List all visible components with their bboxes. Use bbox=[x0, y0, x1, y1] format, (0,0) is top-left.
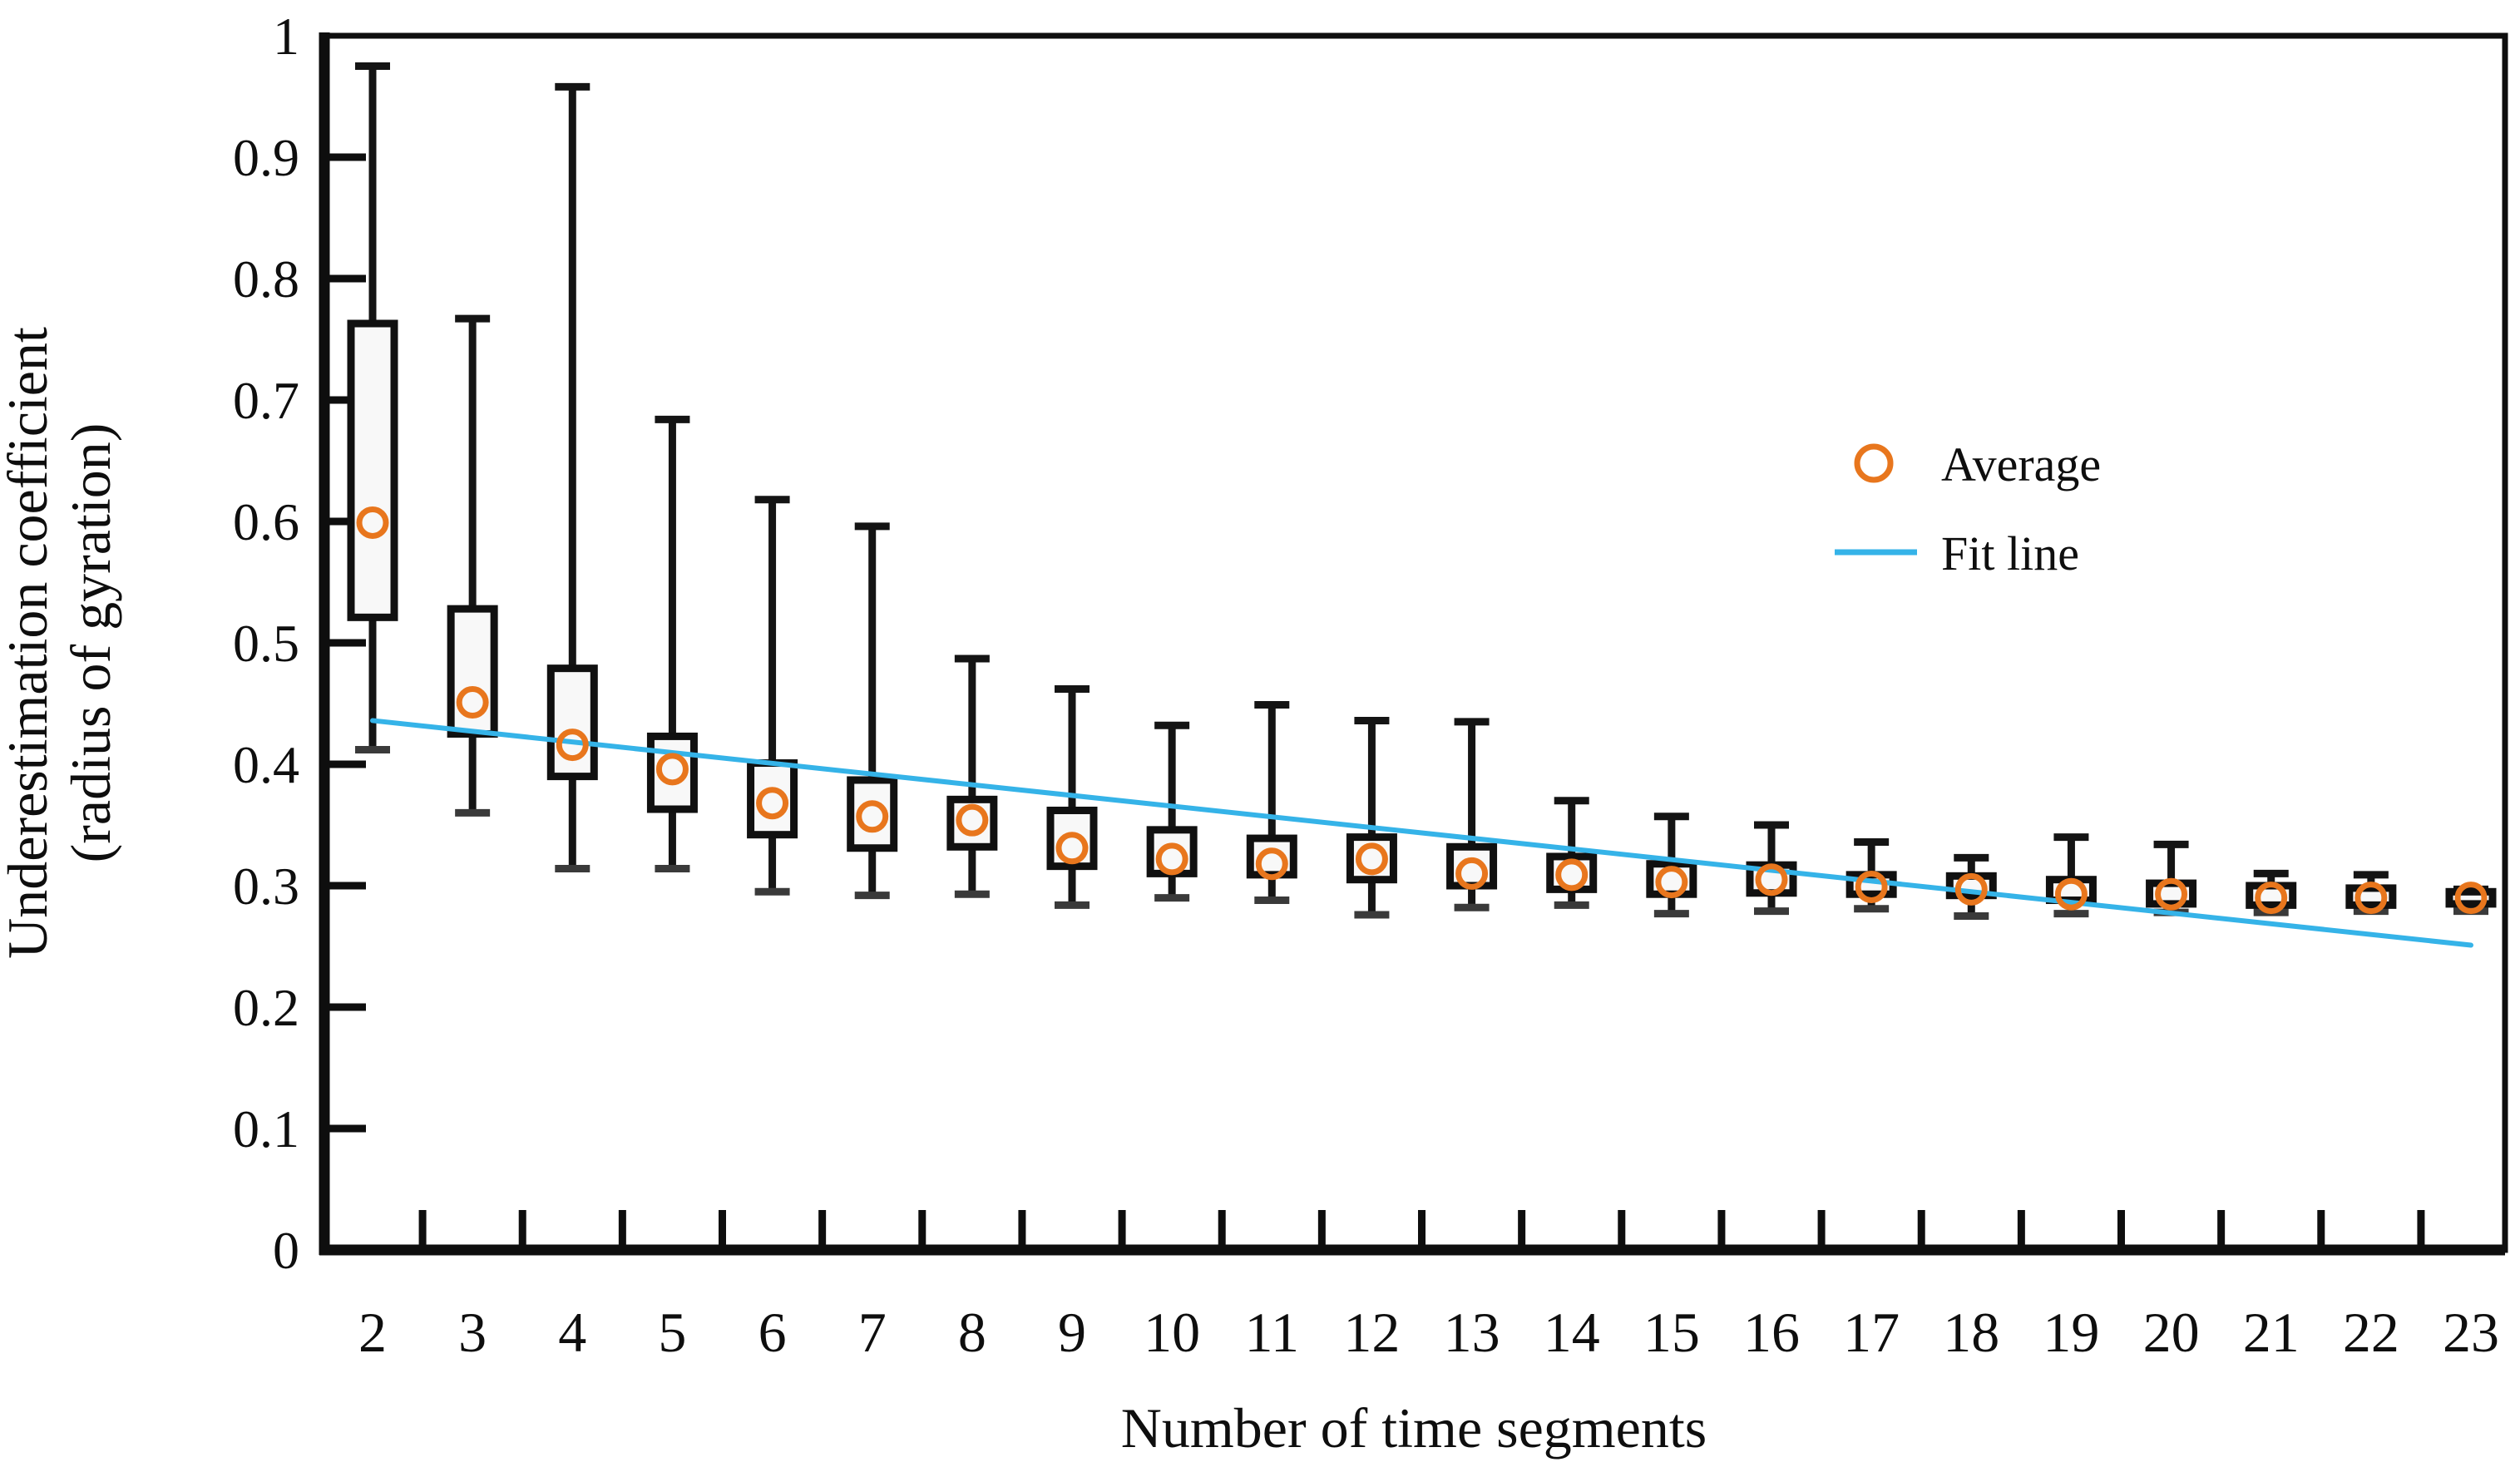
average-marker-seg-3 bbox=[456, 686, 489, 719]
average-marker-seg-2 bbox=[356, 506, 389, 539]
iqr-box-seg-9 bbox=[1046, 806, 1098, 871]
y-tick-label-0.8: 0.8 bbox=[233, 249, 299, 309]
x-axis-tick-labels: 2 3 4 5 6 7 8 9 10 11 12 13 14 15 16 17 18 19 20 21 22 23 bbox=[358, 1301, 2499, 1364]
average-marker-seg-9 bbox=[1055, 832, 1089, 865]
box-plot-seg-13 bbox=[1446, 718, 1498, 911]
average-marker-seg-17 bbox=[1855, 870, 1888, 903]
x-tick-label-2: 2 bbox=[358, 1301, 387, 1364]
iqr-box-seg-2 bbox=[347, 319, 398, 621]
x-tick-label-22: 22 bbox=[2343, 1301, 2399, 1364]
average-marker-seg-14 bbox=[1555, 858, 1589, 892]
average-marker-seg-13 bbox=[1455, 857, 1489, 890]
average-marker-seg-18 bbox=[1954, 872, 1988, 906]
x-tick-label-3: 3 bbox=[458, 1301, 487, 1364]
plot-border bbox=[321, 32, 2508, 1253]
x-tick-label-8: 8 bbox=[958, 1301, 986, 1364]
x-tick-label-14: 14 bbox=[1544, 1301, 1600, 1364]
average-marker-seg-8 bbox=[956, 803, 989, 837]
box-plot-seg-8 bbox=[946, 654, 998, 898]
x-tick-label-5: 5 bbox=[658, 1301, 686, 1364]
average-legend-circle-icon bbox=[1854, 443, 1894, 483]
plot-frame bbox=[319, 32, 2508, 1256]
average-marker-seg-12 bbox=[1355, 842, 1388, 876]
x-tick-label-10: 10 bbox=[1144, 1301, 1200, 1364]
y-tick-label-0.1: 0.1 bbox=[233, 1099, 299, 1158]
iqr-box-seg-10 bbox=[1146, 826, 1198, 877]
y-tick-label-0.7: 0.7 bbox=[233, 371, 299, 430]
y-tick-label-0.2: 0.2 bbox=[233, 978, 299, 1037]
box-plot-seg-5 bbox=[646, 415, 698, 873]
box-plot-seg-6 bbox=[747, 496, 798, 896]
box-plot-seg-7 bbox=[847, 522, 898, 900]
x-tick-label-11: 11 bbox=[1245, 1301, 1299, 1364]
box-plot-seg-11 bbox=[1246, 700, 1297, 905]
x-tick-label-17: 17 bbox=[1843, 1301, 1900, 1364]
y-tick-label-0.9: 0.9 bbox=[233, 128, 299, 187]
x-tick-label-20: 20 bbox=[2143, 1301, 2200, 1364]
y-axis-ticks bbox=[324, 153, 366, 1133]
boxplot-series bbox=[347, 62, 2497, 920]
x-tick-label-18: 18 bbox=[1943, 1301, 1999, 1364]
average-marker-seg-19 bbox=[2054, 877, 2088, 911]
box-plot-seg-3 bbox=[447, 314, 498, 817]
x-tick-label-23: 23 bbox=[2443, 1301, 2499, 1364]
y-tick-label-0: 0 bbox=[273, 1221, 299, 1280]
box-plot-seg-12 bbox=[1346, 716, 1397, 919]
average-marker-seg-4 bbox=[556, 729, 589, 762]
average-marker-seg-20 bbox=[2155, 877, 2188, 911]
y-tick-label-1: 1 bbox=[273, 7, 299, 66]
box-plot-seg-2 bbox=[347, 62, 398, 753]
x-tick-label-12: 12 bbox=[1343, 1301, 1400, 1364]
x-tick-label-4: 4 bbox=[558, 1301, 586, 1364]
y-tick-label-0.3: 0.3 bbox=[233, 857, 299, 916]
x-tick-label-13: 13 bbox=[1444, 1301, 1500, 1364]
average-marker-seg-15 bbox=[1655, 866, 1688, 899]
x-tick-label-9: 9 bbox=[1058, 1301, 1086, 1364]
iqr-box-seg-4 bbox=[546, 664, 598, 781]
average-marker-seg-5 bbox=[655, 753, 689, 786]
box-plot-seg-9 bbox=[1046, 684, 1098, 909]
legend-average-label: Average bbox=[1941, 437, 2101, 491]
average-marker-seg-23 bbox=[2454, 882, 2488, 915]
average-markers bbox=[356, 506, 2488, 915]
legend: Average Fit line bbox=[1835, 437, 2101, 580]
x-axis-title: Number of time segments bbox=[1121, 1396, 1707, 1460]
fit-line-segment bbox=[370, 718, 2473, 948]
x-tick-label-16: 16 bbox=[1743, 1301, 1800, 1364]
average-marker-seg-6 bbox=[756, 787, 789, 820]
legend-fit-line-label: Fit line bbox=[1941, 526, 2079, 580]
x-tick-label-7: 7 bbox=[858, 1301, 887, 1364]
y-axis-title-line2: (radius of gyration) bbox=[59, 423, 122, 863]
average-marker-seg-7 bbox=[856, 800, 889, 833]
iqr-box-seg-13 bbox=[1446, 842, 1498, 890]
y-tick-label-0.5: 0.5 bbox=[233, 614, 299, 673]
x-tick-label-19: 19 bbox=[2043, 1301, 2099, 1364]
fit-line bbox=[370, 718, 2473, 948]
average-marker-seg-10 bbox=[1155, 842, 1188, 876]
y-tick-label-0.4: 0.4 bbox=[233, 735, 299, 794]
x-tick-label-6: 6 bbox=[758, 1301, 787, 1364]
box-plot-seg-15 bbox=[1646, 813, 1697, 918]
box-plot-seg-4 bbox=[546, 82, 598, 873]
average-marker-seg-11 bbox=[1255, 847, 1288, 881]
average-marker-seg-16 bbox=[1755, 863, 1788, 896]
y-tick-label-0.6: 0.6 bbox=[233, 492, 299, 551]
x-tick-label-21: 21 bbox=[2243, 1301, 2300, 1364]
x-tick-label-15: 15 bbox=[1643, 1301, 1700, 1364]
y-axis-tick-labels: 0 0.1 0.2 0.3 0.4 0.5 0.6 0.7 0.8 0.9 1 bbox=[233, 7, 299, 1280]
y-axis-title-line1: Underestimation coefficient bbox=[0, 327, 59, 959]
x-axis-ticks bbox=[418, 1210, 2425, 1250]
average-marker-seg-21 bbox=[2255, 882, 2288, 915]
average-marker-seg-22 bbox=[2354, 882, 2388, 915]
